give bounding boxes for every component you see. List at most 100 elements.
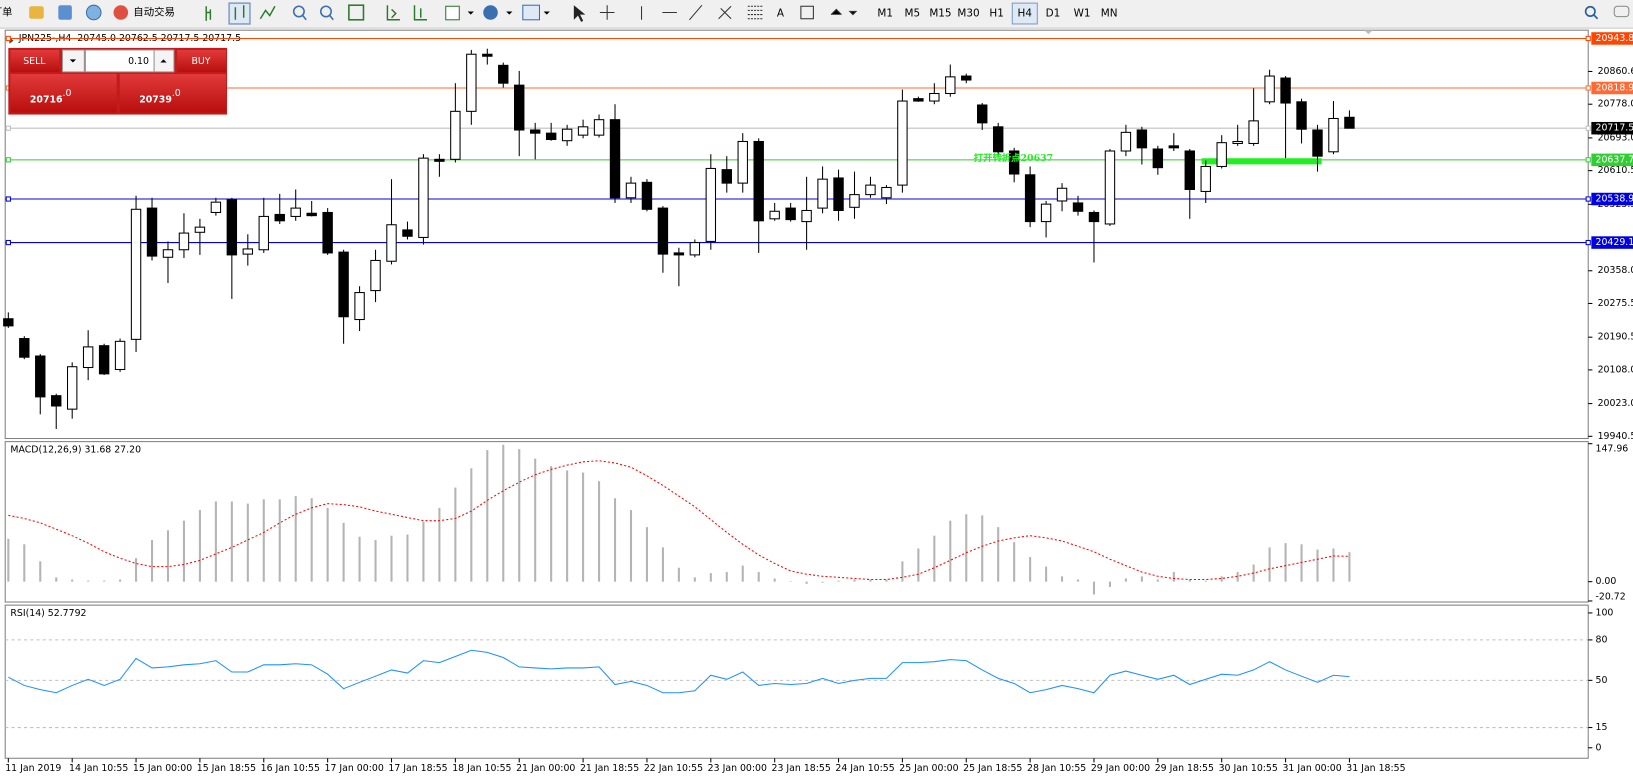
search-icon[interactable]: [1584, 5, 1596, 17]
order-button[interactable]: 订单: [0, 6, 12, 18]
dropdown[interactable]: [543, 11, 550, 15]
icon[interactable]: [234, 5, 245, 20]
icon[interactable]: [58, 5, 72, 20]
macd-bar: [1236, 572, 1239, 582]
macd-bar: [1013, 542, 1016, 582]
macd-bar: [821, 581, 824, 583]
icon[interactable]: [522, 4, 540, 21]
macd-bar: [1124, 578, 1127, 582]
macd-bar: [246, 503, 249, 582]
timeframe-button[interactable]: W1: [1074, 8, 1091, 20]
icon[interactable]: [113, 5, 129, 20]
candle-body: [51, 395, 62, 407]
price-label: 20943.8: [1596, 33, 1633, 44]
dropdown-arrow[interactable]: [69, 59, 77, 63]
macd-bar: [518, 449, 521, 582]
auto-trade-button[interactable]: 自动交易: [133, 5, 175, 18]
macd-signal: [8, 460, 1350, 581]
macd-bar: [150, 539, 154, 582]
timeframe-button[interactable]: H1: [989, 8, 1003, 20]
buy-price-large[interactable]: .0: [172, 88, 181, 99]
macd-bar: [166, 530, 170, 582]
sell-label[interactable]: SELL: [23, 56, 46, 67]
icon[interactable]: [259, 5, 276, 20]
dropdown[interactable]: [506, 11, 513, 15]
timeframe-button[interactable]: M15: [929, 8, 951, 20]
line-marker: [5, 125, 11, 131]
icon[interactable]: [29, 6, 44, 19]
timeframe-button[interactable]: M5: [905, 8, 921, 20]
candle-body: [833, 177, 844, 212]
sell-price-small[interactable]: 20716: [30, 94, 63, 105]
candle-body: [785, 207, 796, 221]
candle-body: [545, 132, 557, 141]
candle-body: [162, 249, 174, 258]
icon[interactable]: [301, 14, 307, 21]
candle-body: [1200, 165, 1211, 192]
macd-bar: [805, 581, 808, 584]
icon[interactable]: [445, 5, 460, 21]
search-icon[interactable]: [1592, 13, 1599, 20]
candle-body: [498, 64, 509, 84]
cursor-tool[interactable]: [573, 5, 586, 22]
buy-price-small[interactable]: 20739: [139, 94, 172, 105]
dropdown[interactable]: [467, 11, 474, 15]
candle-body: [1008, 150, 1020, 175]
icon[interactable]: [348, 4, 365, 21]
label-tool[interactable]: [800, 5, 814, 20]
fibo-tool[interactable]: [747, 5, 763, 20]
candle-body: [1264, 75, 1275, 103]
buy-price-button[interactable]: [119, 73, 226, 113]
macd-bar: [629, 510, 633, 582]
x-tick-label: 31 Jan 18:55: [1346, 763, 1405, 774]
timeframe-button[interactable]: D1: [1046, 8, 1061, 20]
x-tick-label: 16 Jan 10:55: [261, 763, 320, 774]
sell-button[interactable]: [10, 49, 60, 72]
timeframe-button[interactable]: M1: [877, 8, 893, 20]
buy-button[interactable]: [177, 49, 226, 72]
candle-body: [1088, 211, 1100, 223]
timeframe-button[interactable]: MN: [1101, 8, 1118, 20]
y-tick-label: 100: [1596, 607, 1614, 618]
up-arrow[interactable]: [160, 59, 167, 63]
macd-bar: [550, 466, 553, 582]
macd-bar: [613, 498, 617, 582]
channel-tool[interactable]: [718, 5, 732, 20]
icon[interactable]: [483, 5, 498, 20]
price-label: 20818.9: [1596, 82, 1633, 93]
macd-bar: [741, 565, 744, 582]
timeframe-button[interactable]: H4: [1018, 8, 1033, 20]
icon[interactable]: [413, 5, 427, 21]
macd-bar: [374, 539, 377, 582]
toolbar: 订单 自动交易 A: [0, 0, 1633, 29]
crosshair-tool[interactable]: [599, 5, 615, 20]
chat-icon[interactable]: [1613, 5, 1630, 18]
line-marker: [1585, 196, 1591, 202]
x-tick-label: 25 Jan 18:55: [963, 763, 1022, 774]
buy-label[interactable]: BUY: [192, 56, 211, 67]
icon[interactable]: [85, 4, 102, 21]
x-tick-label: 23 Jan 18:55: [772, 763, 831, 774]
icon[interactable]: [386, 5, 400, 21]
macd-bar: [757, 572, 760, 582]
icon[interactable]: [319, 5, 332, 18]
icon[interactable]: [292, 5, 305, 18]
macd-bar: [262, 499, 265, 582]
sell-price-large[interactable]: .0: [62, 88, 71, 99]
line-tools[interactable]: [641, 4, 703, 21]
line-marker: [5, 196, 11, 202]
macd-bar: [709, 573, 712, 582]
icon-pressed[interactable]: [228, 2, 251, 25]
text-tool[interactable]: A: [777, 8, 785, 20]
lot-value[interactable]: 0.10: [128, 56, 149, 67]
shapes-tool[interactable]: [830, 8, 858, 16]
icon[interactable]: [328, 14, 334, 21]
candle-body: [434, 158, 445, 162]
candle-body: [1296, 101, 1307, 130]
macd-bar: [422, 521, 425, 582]
icon[interactable]: [205, 6, 212, 21]
candle-body: [961, 75, 972, 81]
macd-bar: [438, 507, 441, 582]
sell-price-button[interactable]: [10, 73, 117, 113]
timeframe-button[interactable]: M30: [957, 8, 979, 20]
